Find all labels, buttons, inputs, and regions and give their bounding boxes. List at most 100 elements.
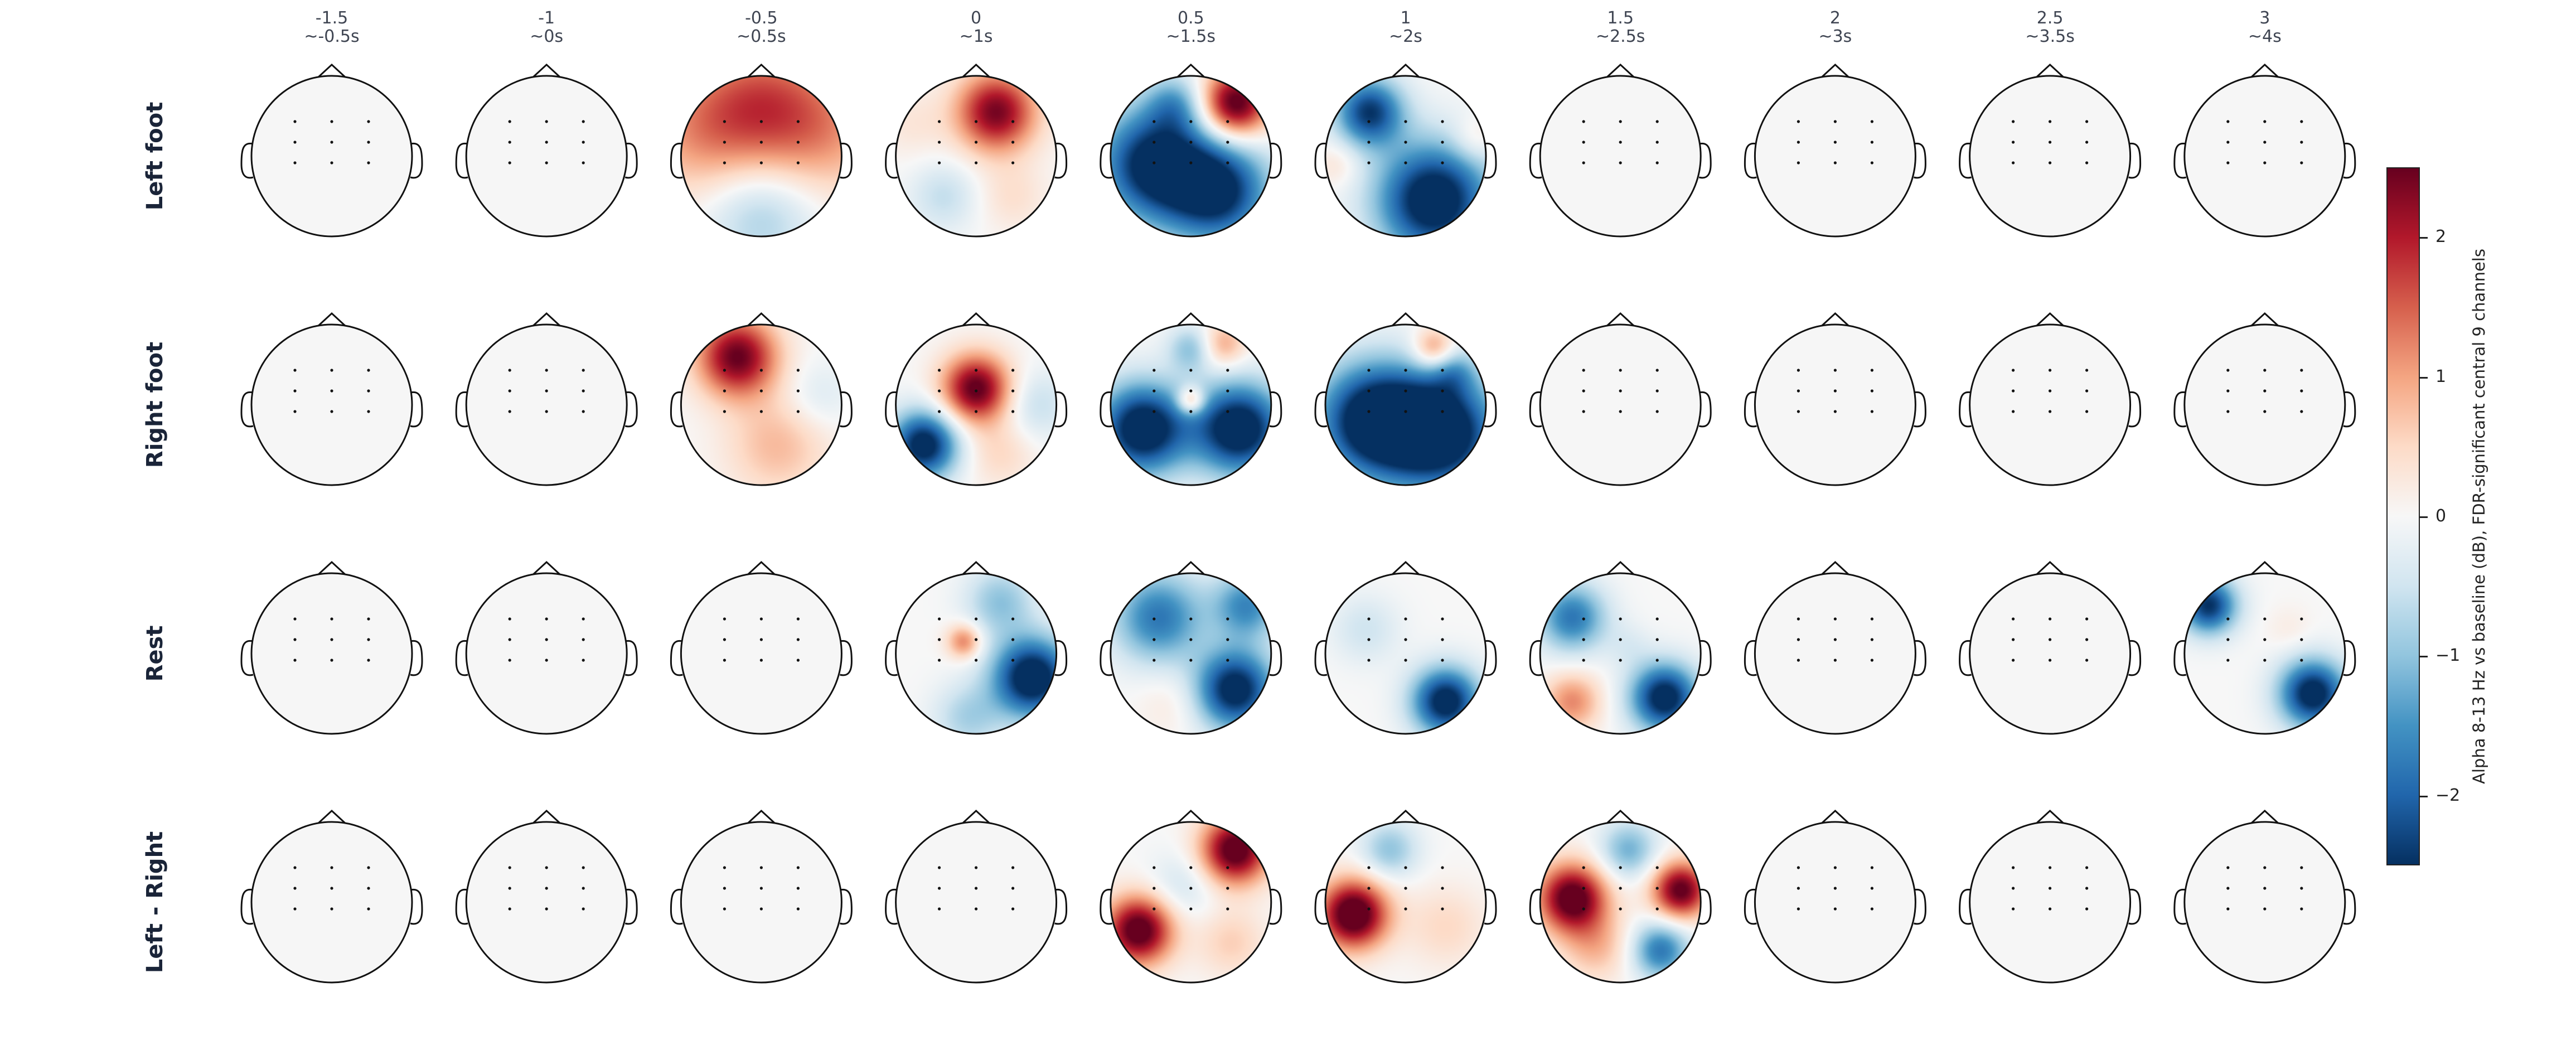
channel-marker: [1619, 866, 1622, 869]
colorbar-tick-label: 2: [2435, 227, 2447, 247]
nose: [1820, 809, 1851, 825]
channel-marker: [723, 410, 726, 413]
column-offset-label: -0.5: [745, 8, 778, 28]
head-outline: [895, 75, 1058, 238]
channel-marker: [1153, 617, 1156, 621]
channel-marker: [293, 161, 297, 164]
channel-marker: [2300, 161, 2303, 164]
channel-marker: [293, 617, 297, 621]
channel-marker: [2226, 141, 2230, 144]
channel-marker: [2263, 638, 2267, 641]
channel-marker: [759, 369, 763, 372]
channel-marker: [2049, 866, 2052, 869]
channel-marker: [330, 120, 333, 123]
topomap-field: [1540, 573, 1701, 734]
channel-marker: [1655, 410, 1659, 413]
channel-marker: [1153, 410, 1156, 413]
channel-marker: [1582, 866, 1585, 869]
right-ear: [624, 888, 638, 925]
row-label: Right foot: [142, 341, 168, 468]
channel-marker: [367, 161, 370, 164]
right-ear: [624, 142, 638, 179]
left-ear: [1959, 888, 1972, 925]
topomap: [1314, 63, 1497, 238]
head-outline: [895, 821, 1058, 984]
left-ear: [2173, 391, 2187, 428]
head-outline: [250, 572, 413, 735]
colorbar-tick-label: 0: [2435, 506, 2447, 526]
head-outline: [1110, 572, 1272, 735]
channel-marker: [1011, 410, 1015, 413]
head-outline: [1969, 323, 2132, 486]
head-outline: [250, 75, 413, 238]
topomap-field: [466, 325, 627, 485]
channel-marker: [1226, 120, 1229, 123]
topomap-field: [1755, 325, 1916, 485]
channel-marker: [2263, 617, 2267, 621]
topomap-field: [1755, 822, 1916, 983]
head-outline: [465, 323, 628, 486]
channel-marker: [1011, 659, 1015, 662]
channel-marker: [1833, 389, 1837, 393]
channel-marker: [796, 369, 800, 372]
channel-marker: [2226, 907, 2230, 911]
channel-marker: [1226, 389, 1229, 393]
channel-marker: [1226, 369, 1229, 372]
channel-marker: [2226, 866, 2230, 869]
head-outline: [1324, 75, 1487, 238]
channel-marker: [975, 638, 978, 641]
channel-marker: [2049, 638, 2052, 641]
channel-marker: [1619, 659, 1622, 662]
channel-marker: [330, 866, 333, 869]
channel-marker: [293, 887, 297, 890]
channel-marker: [759, 141, 763, 144]
left-ear: [670, 640, 683, 676]
colorbar-tick: [2420, 795, 2428, 797]
channel-marker: [938, 659, 941, 662]
topomap-field: [1325, 822, 1486, 983]
channel-marker: [1367, 161, 1371, 164]
channel-marker: [2300, 389, 2303, 393]
left-ear: [1744, 640, 1757, 676]
channel-marker: [1870, 141, 1873, 144]
channel-marker: [1870, 369, 1873, 372]
channel-marker: [1226, 141, 1229, 144]
left-ear: [1529, 142, 1542, 179]
channel-marker: [1870, 410, 1873, 413]
right-ear: [410, 391, 423, 428]
channel-marker: [938, 120, 941, 123]
channel-marker: [2012, 389, 2015, 393]
nose: [2249, 63, 2280, 79]
nose: [2035, 809, 2065, 825]
channel-marker: [2226, 389, 2230, 393]
channel-marker: [2300, 866, 2303, 869]
channel-marker: [367, 369, 370, 372]
left-ear: [1529, 640, 1542, 676]
nose: [1820, 63, 1851, 79]
column-offset-label: 3: [2259, 8, 2270, 28]
channel-marker: [1870, 161, 1873, 164]
channel-marker: [1404, 389, 1407, 393]
channel-marker: [2300, 120, 2303, 123]
column-time-label: ~3.5s: [2025, 27, 2075, 46]
channel-marker: [1011, 141, 1015, 144]
head-outline: [465, 821, 628, 984]
channel-marker: [1189, 659, 1193, 662]
channel-marker: [508, 866, 511, 869]
topomap: [1744, 63, 1926, 238]
right-ear: [1269, 640, 1282, 676]
channel-marker: [723, 659, 726, 662]
topomap-field: [895, 76, 1057, 236]
left-ear: [1959, 142, 1972, 179]
channel-marker: [796, 120, 800, 123]
channel-marker: [508, 617, 511, 621]
channel-marker: [2300, 887, 2303, 890]
nose: [1820, 560, 1851, 577]
column-offset-label: 2: [1829, 8, 1841, 28]
channel-marker: [1011, 866, 1015, 869]
nose: [1390, 63, 1421, 79]
channel-marker: [293, 369, 297, 372]
head-outline: [1110, 821, 1272, 984]
channel-marker: [1441, 141, 1444, 144]
